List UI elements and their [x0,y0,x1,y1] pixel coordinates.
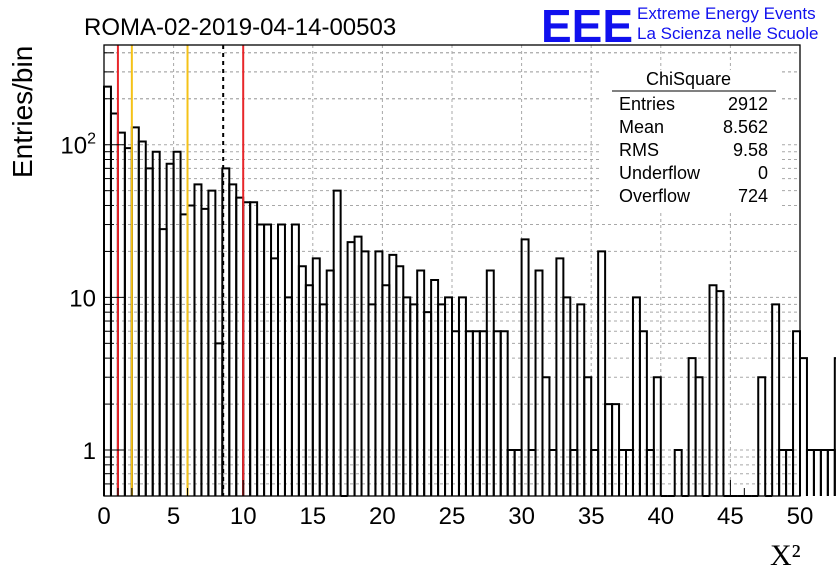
histogram-bin [541,376,551,496]
stats-label-overflow: Overflow [619,186,691,206]
x-tick-label: 50 [787,503,814,530]
histogram-bin [332,189,342,496]
stats-label-mean: Mean [619,117,664,137]
x-tick-label: 10 [230,503,257,530]
histogram-bin [583,376,593,496]
x-tick-label: 0 [97,503,110,530]
histogram-bin [652,376,662,496]
chart-title: ROMA-02-2019-04-14-00503 [84,14,396,41]
stats-value-entries: 2912 [728,94,768,114]
stats-box: ChiSquare Entries 2912 Mean 8.562 RMS 9.… [602,69,782,210]
histogram-bin [520,238,530,496]
stats-title: ChiSquare [646,69,731,89]
histogram-bin [562,296,572,496]
histogram-bin [715,290,725,496]
stats-label-underflow: Underflow [619,163,701,183]
x-tick-label: 15 [299,503,326,530]
stats-value-underflow: 0 [758,163,768,183]
x-tick-label: 5 [167,503,180,530]
x-tick-label: 25 [439,503,466,530]
y-tick-label: 1 [83,438,96,465]
eee-logo-mark: EEE [541,0,633,52]
stats-value-rms: 9.58 [733,140,768,160]
stats-value-overflow: 724 [738,186,768,206]
x-tick-label: 40 [647,503,674,530]
histogram-bin [771,303,781,496]
histogram-bin [499,330,509,496]
y-tick-label: 10 [69,285,96,312]
reference-lines [116,45,245,496]
y-axis-label: Entries/bin [7,46,38,178]
stats-label-entries: Entries [619,94,675,114]
stats-box-background [602,70,782,210]
eee-logo: EEE Extreme Energy Events La Scienza nel… [541,0,818,52]
histogram-bin [694,376,704,496]
x-tick-label: 30 [508,503,535,530]
logo-line-1: Extreme Energy Events [637,4,816,23]
stats-value-mean: 8.562 [723,117,768,137]
histogram-bin [597,250,607,496]
x-tick-label: 20 [369,503,396,530]
histogram-bin [757,376,767,496]
x-tick-label: 35 [578,503,605,530]
histogram-bin [638,330,648,496]
histogram-bin [833,357,836,496]
y-tick-label: 102 [60,131,96,160]
histogram-bin [673,449,683,496]
grid [104,45,800,497]
x-axis-label: X² [770,539,801,572]
x-tick-label: 45 [717,503,744,530]
axis-ticks: 0 5 10 15 20 25 30 35 40 45 50 1 10 102 [60,52,814,530]
stats-label-rms: RMS [619,140,659,160]
logo-line-2: La Scienza nelle Scuole [637,24,818,43]
